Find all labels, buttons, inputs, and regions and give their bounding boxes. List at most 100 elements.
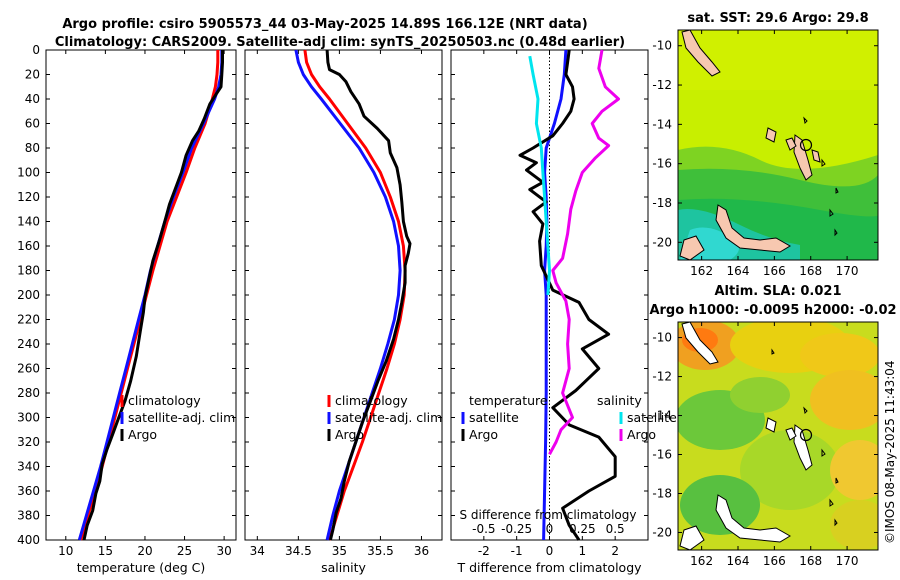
map-y-tick-label: -10 <box>652 39 672 53</box>
s-tick-label: 0.5 <box>606 522 625 536</box>
legend-label: Argo <box>128 427 157 442</box>
y-tick-label: 200 <box>17 288 40 302</box>
map-x-tick-label: 170 <box>836 264 859 278</box>
legend-label: climatology <box>335 393 408 408</box>
sla-map-axes: -10 -12 -14 -16 -18 -20 162 164 166 168 170 <box>652 322 878 568</box>
map-y-tick-label: -20 <box>652 525 672 539</box>
map-x-tick-label: 168 <box>799 264 822 278</box>
s-tick-label: -0.25 <box>501 522 532 536</box>
legend-label: satellite <box>627 410 677 425</box>
x-tick-label: 20 <box>137 544 152 558</box>
y-tick-label: 320 <box>17 435 40 449</box>
map-x-tick-label: 166 <box>763 264 786 278</box>
s-difference-axis-label: S difference from climatology <box>460 508 637 522</box>
series-line-temperature-argo <box>518 49 617 541</box>
map-y-tick-label: -10 <box>652 331 672 345</box>
y-tick-label: 20 <box>25 68 40 82</box>
x-tick-label: 34 <box>250 544 265 558</box>
map-y-tick-label: -16 <box>652 448 672 462</box>
legend-label: climatology <box>128 393 201 408</box>
x-tick-label: -1 <box>511 544 523 558</box>
y-tick-label: 120 <box>17 190 40 204</box>
figure-title-line2: Climatology: CARS2009. Satellite-adj cli… <box>55 35 625 50</box>
legend-label: satellite-adj. clim <box>335 410 442 425</box>
legend-label: Argo <box>335 427 364 442</box>
figure-title-line1: Argo profile: csiro 5905573_44 03-May-20… <box>62 17 587 32</box>
legend-label: satellite-adj. clim <box>128 410 235 425</box>
x-axis-label: salinity <box>321 560 366 575</box>
series-line-argo <box>325 49 412 541</box>
x-tick-label: 30 <box>216 544 231 558</box>
map-y-tick-label: -18 <box>652 196 672 210</box>
x-tick-label: 2 <box>611 544 619 558</box>
map-y-tick-label: -12 <box>652 370 672 384</box>
x-tick-label: 1 <box>579 544 587 558</box>
x-tick-label: 35 <box>332 544 347 558</box>
legend-label: satellite <box>469 410 519 425</box>
map-y-tick-label: -14 <box>652 117 672 131</box>
imos-watermark: ©IMOS 08-May-2025 11:43:04 <box>883 360 897 544</box>
x-axis-label: temperature (deg C) <box>77 560 206 575</box>
map-x-tick-label: 170 <box>836 554 859 568</box>
y-tick-label: 380 <box>17 509 40 523</box>
y-tick-label: 300 <box>17 411 40 425</box>
series-line-argo <box>82 50 224 541</box>
y-tick-label: 280 <box>17 386 40 400</box>
y-tick-label: 160 <box>17 239 40 253</box>
temperature-profile-chart: 0 20 40 60 80 100 120 140 160 180 200 220 240 260 280 3… <box>17 43 237 575</box>
y-tick-label: 400 <box>17 533 40 547</box>
series-line-salinity-satellite <box>528 55 551 296</box>
x-tick-label: 25 <box>177 544 192 558</box>
x-tick-label: -2 <box>478 544 490 558</box>
argo-location-marker <box>799 138 813 152</box>
y-tick-label: 140 <box>17 215 40 229</box>
sst-map-title: sat. SST: 29.6 Argo: 29.8 <box>687 11 868 26</box>
x-tick-label: 34.5 <box>285 544 312 558</box>
sla-map-title-line1: Altim. SLA: 0.021 <box>715 284 842 299</box>
map-x-tick-label: 162 <box>690 264 713 278</box>
y-tick-label: 40 <box>25 92 40 106</box>
y-tick-label: 100 <box>17 166 40 180</box>
sla-map <box>677 321 879 551</box>
series-line-salinity-argo <box>548 49 620 456</box>
x-axis-label: T difference from climatology <box>456 560 642 575</box>
y-tick-label: 0 <box>32 43 40 57</box>
map-y-tick-label: -12 <box>652 78 672 92</box>
legend-label: Argo <box>469 427 498 442</box>
s-tick-label: -0.5 <box>472 522 495 536</box>
salinity-profile-chart: 34 34.5 35 35.5 36 salinity climatology satelli… <box>244 49 443 575</box>
difference-profile-chart: -2 -1 0 1 2T difference from climatologytemp… <box>450 49 677 575</box>
sst-map-axes: -10 -12 -14 -16 -18 -20 162 164 166 168 170 <box>652 30 878 278</box>
x-tick-label: 10 <box>58 544 73 558</box>
map-y-tick-label: -16 <box>652 157 672 171</box>
x-tick-label: 0 <box>546 544 554 558</box>
y-tick-label: 260 <box>17 362 40 376</box>
sst-map <box>677 29 879 261</box>
map-x-tick-label: 168 <box>799 554 822 568</box>
s-difference-tick-labels: -0.5 -0.25 0 0.25 0.5 <box>472 522 625 536</box>
legend-label: Argo <box>627 427 656 442</box>
legend-group-header: temperature <box>469 393 548 408</box>
s-tick-label: 0 <box>546 522 554 536</box>
map-y-tick-label: -14 <box>652 409 672 423</box>
y-tick-label: 360 <box>17 484 40 498</box>
s-tick-label: 0.25 <box>569 522 596 536</box>
sla-map-title-line2: Argo h1000: -0.0095 h2000: -0.02 <box>649 303 896 318</box>
y-tick-label: 80 <box>25 141 40 155</box>
map-x-tick-label: 162 <box>690 554 713 568</box>
x-tick-label: 35.5 <box>367 544 394 558</box>
y-tick-label: 180 <box>17 264 40 278</box>
y-tick-label: 220 <box>17 313 40 327</box>
y-tick-label: 340 <box>17 460 40 474</box>
map-x-tick-label: 164 <box>727 554 750 568</box>
map-y-tick-label: -18 <box>652 486 672 500</box>
x-tick-label: 36 <box>414 544 429 558</box>
plot-area <box>45 49 237 541</box>
map-x-tick-label: 164 <box>727 264 750 278</box>
argo-location-marker <box>799 428 813 442</box>
plot-area <box>244 49 443 541</box>
x-tick-label: 15 <box>98 544 113 558</box>
legend-group-header: salinity <box>597 393 642 408</box>
map-y-tick-label: -20 <box>652 235 672 249</box>
